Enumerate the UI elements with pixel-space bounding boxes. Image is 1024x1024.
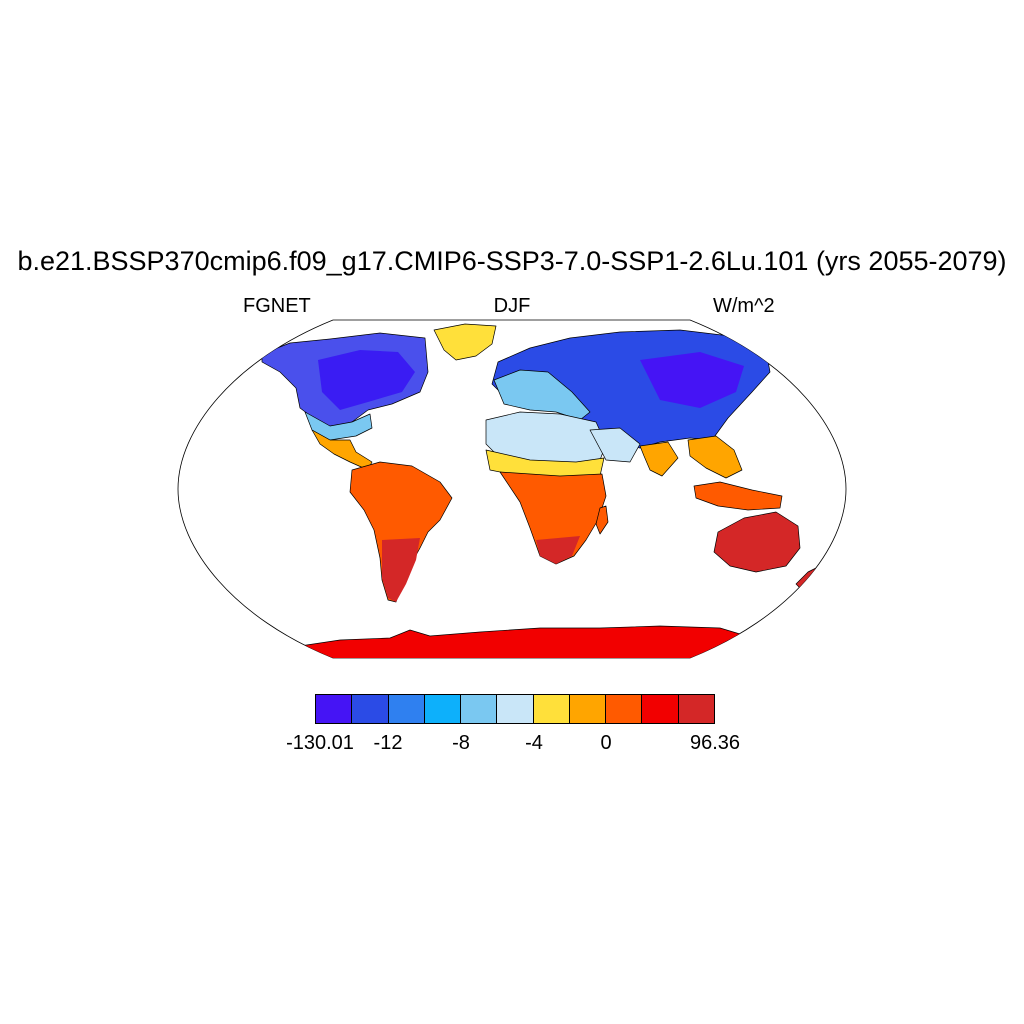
colorbar-box-1 [352, 695, 389, 723]
colorbar-tick-label: -12 [373, 732, 403, 754]
variable-label: FGNET [243, 295, 311, 317]
colorbar-tick-label: -4 [525, 732, 543, 754]
colorbar-box-5 [497, 695, 534, 723]
colorbar-box-3 [424, 695, 462, 723]
europe-region [493, 369, 591, 421]
indonesia-region [693, 481, 783, 511]
colorbar-tick-label: -130.01 [286, 732, 354, 754]
colorbar [315, 694, 715, 724]
southeast-asia-region [687, 435, 743, 479]
india-region [639, 441, 679, 477]
colorbar-box-0 [316, 695, 353, 723]
colorbar-tick-label: 0 [600, 732, 612, 754]
south-africa-tip-region [536, 536, 580, 564]
colorbar-tick-label: -8 [452, 732, 470, 754]
siberia-core-region [640, 352, 744, 408]
colorbar-tick-label: 96.36 [689, 732, 741, 754]
colorbar-box-7 [569, 695, 607, 723]
colorbar-box-9 [642, 695, 679, 723]
units-label: W/m^2 [713, 295, 775, 317]
arabia-region [589, 427, 641, 463]
greenland-region [433, 323, 497, 361]
colorbar-box-4 [461, 695, 498, 723]
colorbar-box-2 [388, 695, 425, 723]
southern-africa-region [499, 471, 607, 565]
map-title: b.e21.BSSP370cmip6.f09_g17.CMIP6-SSP3-7.… [17, 246, 1007, 276]
colorbar-box-10 [678, 695, 714, 723]
australia-region [713, 511, 801, 573]
season-label: DJF [493, 295, 531, 317]
patagonia-region [382, 538, 420, 602]
antarctica-region [279, 625, 761, 658]
colorbar-box-8 [606, 695, 643, 723]
canada-core-region [318, 350, 415, 410]
colorbar-box-6 [533, 695, 570, 723]
madagascar-region [595, 505, 609, 535]
